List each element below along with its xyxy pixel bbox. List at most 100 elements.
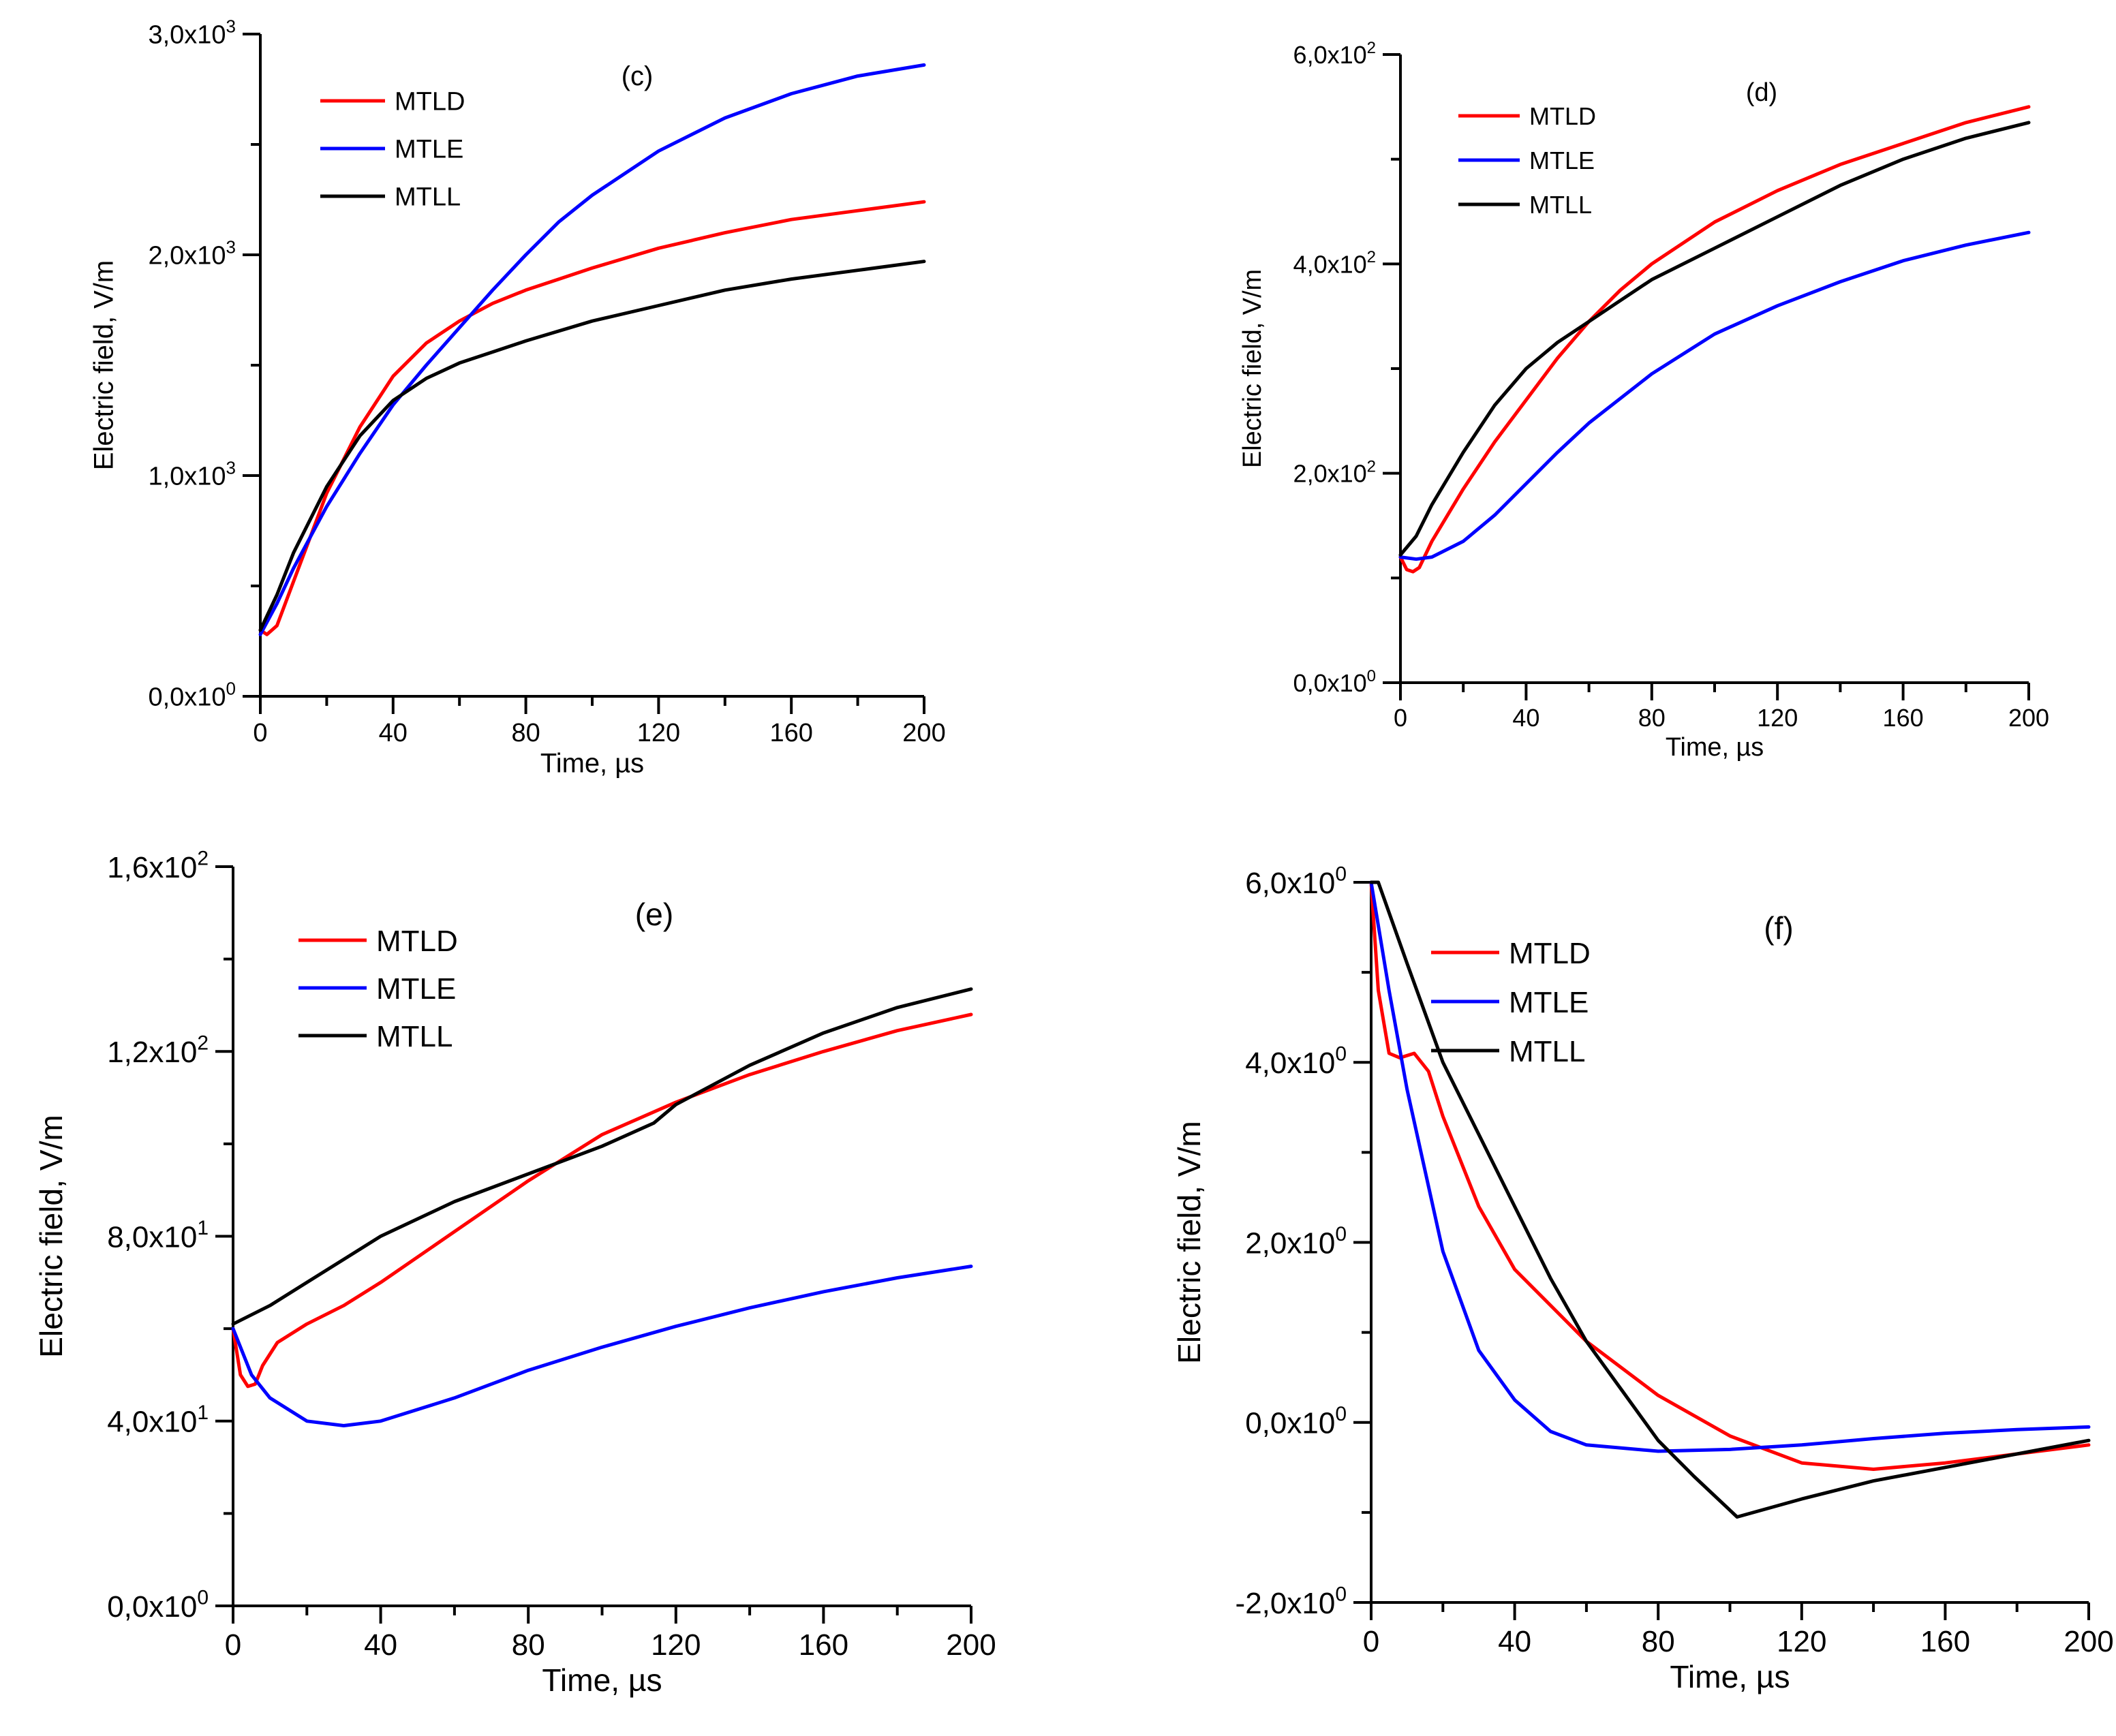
x-tick-label: 80: [512, 1628, 545, 1662]
y-tick-label: 4,0x101: [107, 1401, 209, 1438]
y-tick-mantissa: 1,2x10: [107, 1036, 197, 1069]
y-tick-exponent: 0: [1335, 1583, 1347, 1605]
x-axis-label: Time, µs: [1666, 733, 1764, 762]
y-tick-mantissa: 6,0x10: [1293, 41, 1367, 69]
y-tick-exponent: 1: [197, 1401, 209, 1424]
legend-label-mtle: MTLE: [376, 972, 456, 1006]
y-tick-exponent: 1: [197, 1217, 209, 1239]
legend-label-mtle: MTLE: [1529, 146, 1595, 174]
y-tick-label: 0,0x100: [1245, 1403, 1347, 1440]
y-tick-label: 6,0x102: [1293, 39, 1376, 69]
y-tick-mantissa: 0,0x10: [148, 683, 226, 712]
x-tick-label: 0: [225, 1628, 241, 1662]
legend-label-mtld: MTLD: [395, 88, 465, 117]
y-tick-mantissa: 1,0x10: [148, 463, 226, 491]
x-tick-label: 40: [1498, 1625, 1531, 1658]
legend-label-mtll: MTLL: [376, 1020, 453, 1053]
legend-label-mtle: MTLE: [395, 136, 463, 164]
x-tick-label: 80: [511, 719, 540, 747]
chart-panel-d: 0 40 80 120 160 2000,0x1002,0x1024,0x1026,0x1…: [1238, 39, 2049, 762]
x-tick-label: 160: [1883, 704, 1924, 732]
x-tick-label: 0: [253, 719, 267, 747]
x-tick-label: 200: [946, 1628, 996, 1662]
x-tick-label: 0: [1394, 704, 1407, 732]
panel-title: (c): [622, 61, 654, 91]
y-tick-mantissa: 2,0x10: [1245, 1226, 1335, 1260]
y-tick-label: 4,0x102: [1293, 248, 1376, 278]
y-tick-label: 1,2x102: [107, 1032, 209, 1069]
x-tick-label: 200: [2008, 704, 2049, 732]
y-tick-label: 4,0x100: [1245, 1043, 1347, 1080]
x-tick-label: 200: [902, 719, 945, 747]
y-axis-label: Electric field, V/m: [33, 1115, 69, 1358]
y-tick-exponent: 0: [1335, 1403, 1347, 1425]
y-tick-label: 0,0x100: [148, 679, 236, 712]
series-line-mtle: [258, 63, 926, 636]
series-line-mtld: [1398, 105, 2031, 574]
y-tick-mantissa: 1,6x10: [107, 851, 197, 884]
series-line-mtle: [1398, 230, 2031, 561]
x-tick-label: 120: [651, 1628, 701, 1662]
x-axis-label: Time, µs: [540, 749, 644, 779]
y-tick-label: 0,0x100: [107, 1586, 209, 1623]
x-tick-label: 160: [799, 1628, 848, 1662]
x-tick-label: 40: [364, 1628, 397, 1662]
x-tick-label: 160: [1920, 1625, 1970, 1658]
y-tick-mantissa: -2,0x10: [1236, 1587, 1336, 1620]
series-line-mtld: [1369, 880, 2091, 1471]
chart-panel-e: 0 40 80 120 160 2000,0x1004,0x1018,0x1011,2x1…: [33, 847, 996, 1698]
x-tick-label: 40: [379, 719, 408, 747]
y-tick-exponent: 0: [226, 679, 236, 699]
x-tick-label: 40: [1512, 704, 1539, 732]
x-tick-label: 120: [637, 719, 680, 747]
y-tick-exponent: 2: [1367, 248, 1376, 266]
x-tick-label: 80: [1642, 1625, 1675, 1658]
x-tick-label: 160: [769, 719, 812, 747]
y-tick-exponent: 3: [226, 458, 236, 478]
y-tick-mantissa: 2,0x10: [1293, 460, 1367, 488]
y-tick-exponent: 3: [226, 237, 236, 258]
x-tick-label: 200: [2064, 1625, 2113, 1658]
y-tick-label: 3,0x103: [148, 16, 236, 50]
x-tick-label: 120: [1757, 704, 1798, 732]
y-axis-label: Electric field, V/m: [1238, 269, 1267, 468]
y-tick-mantissa: 8,0x10: [107, 1220, 197, 1254]
x-tick-label: 120: [1777, 1625, 1826, 1658]
y-tick-mantissa: 0,0x10: [1245, 1407, 1335, 1440]
chart-panel-f: 0 40 80 120 160 200-2,0x1000,0x1002,0x1004,0x…: [1171, 863, 2114, 1694]
series-line-mtld: [231, 1012, 973, 1389]
y-tick-exponent: 2: [1367, 39, 1376, 57]
series-line-mtll: [1369, 880, 2091, 1519]
y-tick-label: 1,6x102: [107, 847, 209, 884]
y-tick-exponent: 2: [1367, 458, 1376, 476]
y-tick-mantissa: 3,0x10: [148, 21, 226, 50]
y-tick-exponent: 2: [197, 1032, 209, 1055]
y-tick-label: 8,0x101: [107, 1217, 209, 1254]
series-line-mtle: [1369, 880, 2091, 1453]
y-tick-mantissa: 0,0x10: [1293, 669, 1367, 697]
y-axis-label: Electric field, V/m: [89, 260, 119, 470]
y-tick-mantissa: 4,0x10: [1293, 250, 1367, 278]
legend-label-mtld: MTLD: [1509, 937, 1591, 970]
panel-title: (f): [1764, 910, 1794, 946]
x-axis-label: Time, µs: [1670, 1659, 1790, 1694]
y-tick-label: 0,0x100: [1293, 667, 1376, 697]
y-tick-exponent: 0: [1335, 1043, 1347, 1066]
series-line-mtle: [231, 1265, 973, 1427]
y-tick-label: 2,0x100: [1245, 1223, 1347, 1260]
x-tick-label: 80: [1638, 704, 1666, 732]
series-line-mtll: [231, 987, 973, 1326]
panel-title: (d): [1746, 78, 1777, 107]
legend-label-mtll: MTLL: [1529, 191, 1592, 219]
legend-label-mtle: MTLE: [1509, 986, 1589, 1019]
y-tick-exponent: 0: [1367, 667, 1376, 685]
legend-label-mtll: MTLL: [395, 183, 461, 212]
y-tick-label: 1,0x103: [148, 458, 236, 491]
y-tick-label: 2,0x102: [1293, 458, 1376, 488]
y-tick-exponent: 0: [1335, 863, 1347, 885]
y-tick-mantissa: 4,0x10: [1245, 1047, 1335, 1080]
x-axis-label: Time, µs: [542, 1662, 662, 1698]
panel-title: (e): [635, 897, 673, 932]
chart-panel-c: 0 40 80 120 160 2000,0x1001,0x1032,0x1033,0x1…: [89, 16, 945, 779]
